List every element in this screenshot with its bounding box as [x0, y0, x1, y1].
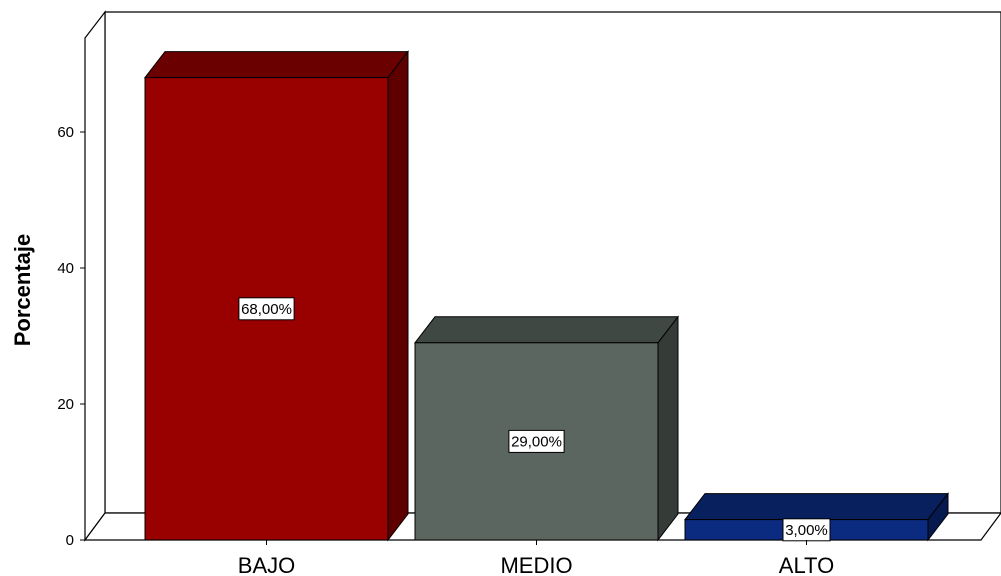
category-labels: BAJO MEDIO ALTO: [238, 540, 834, 576]
bar-top-face: [143, 51, 410, 79]
data-label-text: 68,00%: [241, 301, 292, 318]
data-label: 68,00%: [238, 297, 295, 321]
data-label: 29,00%: [508, 429, 565, 453]
bars: 68,00% 29,00% 3,00%: [143, 50, 950, 542]
x-tick-label: BAJO: [238, 553, 295, 576]
y-axis-ticks: 0 20 40 60: [57, 124, 85, 549]
bar-alto: 3,00%: [683, 492, 950, 542]
data-label-text: 29,00%: [511, 433, 562, 450]
x-tick-label: ALTO: [779, 553, 834, 576]
bar-top-face: [413, 316, 680, 344]
y-tick-label: 40: [57, 260, 74, 277]
bar-side-face: [657, 315, 679, 542]
y-tick-label: 60: [57, 124, 74, 141]
x-tick-label: MEDIO: [500, 553, 572, 576]
bar-top-face: [683, 493, 950, 521]
left-wall: [84, 10, 106, 542]
data-label-text: 3,00%: [785, 522, 828, 539]
bar-side-face: [387, 50, 409, 542]
data-label: 3,00%: [782, 518, 831, 542]
y-tick-label: 20: [57, 396, 74, 413]
bar-medio: 29,00%: [413, 315, 680, 542]
data-label-box: [238, 297, 295, 321]
bar-bajo: 68,00%: [143, 50, 410, 542]
y-axis-title: Porcentaje: [10, 234, 35, 347]
y-tick-label: 0: [66, 532, 74, 549]
data-label-box: [508, 429, 565, 453]
